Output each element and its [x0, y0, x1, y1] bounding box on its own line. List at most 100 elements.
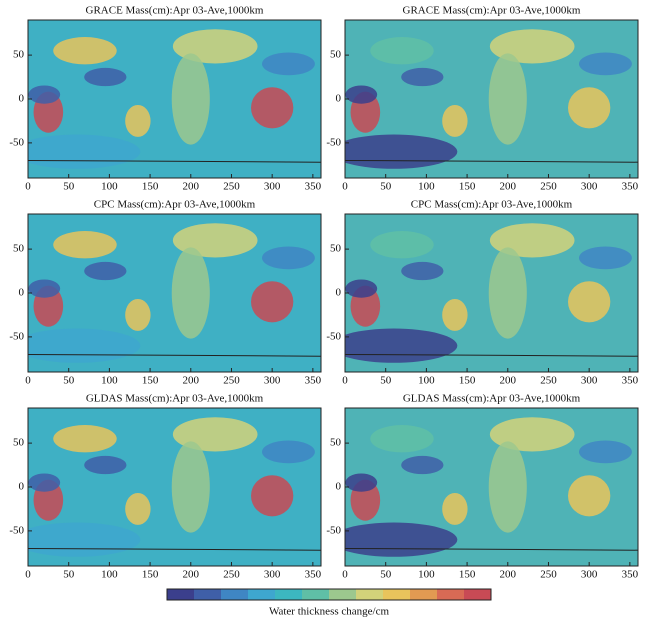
antarctic-coast: [28, 547, 321, 551]
y-tick-label: 50: [13, 243, 25, 255]
y-tick-label: 50: [13, 437, 25, 449]
antarctic-coast: [345, 547, 638, 551]
map-panel: GLDAS Mass(cm):Apr 03-Ave,1000km 0 50 100 15…: [326, 393, 638, 581]
antarctic-coast: [345, 353, 638, 357]
anomaly: [171, 247, 210, 339]
anomaly: [488, 53, 527, 145]
x-tick-label: 50: [380, 375, 392, 387]
colorbar-swatch: [221, 589, 249, 600]
x-tick-label: 150: [459, 375, 476, 387]
x-tick-label: 250: [540, 569, 557, 581]
y-tick-label: -50: [326, 136, 341, 148]
anomaly: [84, 261, 127, 281]
x-tick-label: 350: [622, 375, 639, 387]
y-tick-label: 0: [336, 481, 342, 493]
anomaly: [568, 281, 611, 323]
anomaly: [125, 298, 151, 331]
map-field: [28, 214, 321, 372]
anomaly: [53, 37, 117, 65]
panel-title: GLDAS Mass(cm):Apr 03-Ave,1000km: [86, 393, 264, 405]
x-tick-label: 250: [540, 375, 557, 387]
anomaly: [345, 473, 378, 492]
x-tick-label: 300: [264, 569, 281, 581]
panel-title: CPC Mass(cm):Apr 03-Ave,1000km: [94, 199, 256, 211]
y-tick-label: 50: [330, 437, 342, 449]
anomaly: [345, 328, 458, 363]
x-tick-label: 0: [25, 375, 31, 387]
x-tick-label: 200: [183, 181, 200, 193]
y-tick-label: -50: [326, 524, 341, 536]
x-tick-label: 250: [223, 569, 240, 581]
anomaly: [28, 85, 61, 104]
colorbar-swatch: [329, 589, 357, 600]
anomaly: [345, 279, 378, 298]
y-tick-label: -50: [9, 524, 24, 536]
anomaly: [28, 279, 61, 298]
anomaly: [171, 53, 210, 145]
x-tick-label: 200: [183, 375, 200, 387]
map-field: [345, 214, 638, 372]
anomaly: [442, 104, 468, 137]
x-tick-label: 300: [264, 375, 281, 387]
x-tick-label: 0: [342, 181, 348, 193]
x-tick-label: 350: [305, 181, 322, 193]
x-tick-label: 0: [342, 375, 348, 387]
anomaly: [28, 134, 141, 169]
anomaly: [401, 261, 444, 281]
y-tick-label: 0: [336, 93, 342, 105]
y-tick-label: -50: [9, 330, 24, 342]
y-tick-label: 50: [330, 243, 342, 255]
antarctic-coast: [28, 159, 321, 163]
anomaly: [28, 522, 141, 557]
panel-title: GRACE Mass(cm):Apr 03-Ave,1000km: [86, 5, 264, 17]
anomaly: [84, 455, 127, 475]
antarctic-coast: [345, 159, 638, 163]
panel-title: CPC Mass(cm):Apr 03-Ave,1000km: [411, 199, 573, 211]
colorbar-swatch: [383, 589, 411, 600]
panel-title: GRACE Mass(cm):Apr 03-Ave,1000km: [403, 5, 581, 17]
x-tick-label: 250: [223, 375, 240, 387]
x-tick-label: 300: [581, 569, 598, 581]
anomaly: [171, 441, 210, 533]
x-tick-label: 100: [418, 181, 435, 193]
anomaly: [401, 455, 444, 475]
anomaly: [442, 492, 468, 525]
x-tick-label: 50: [380, 181, 392, 193]
anomaly: [401, 67, 444, 87]
colorbar-swatch: [410, 589, 438, 600]
y-tick-label: 0: [19, 481, 25, 493]
y-tick-label: 0: [19, 93, 25, 105]
x-tick-label: 150: [142, 569, 159, 581]
colorbar-swatch: [275, 589, 303, 600]
colorbar-swatch: [437, 589, 465, 600]
anomaly: [125, 104, 151, 137]
y-tick-label: 50: [330, 49, 342, 61]
anomaly: [84, 67, 127, 87]
x-tick-label: 0: [25, 569, 31, 581]
colorbar-swatch: [167, 589, 195, 600]
y-tick-label: 50: [13, 49, 25, 61]
map-field: [28, 408, 321, 566]
anomaly: [568, 475, 611, 517]
map-field: [345, 20, 638, 178]
x-tick-label: 300: [581, 181, 598, 193]
anomaly: [261, 52, 315, 76]
x-tick-label: 150: [459, 569, 476, 581]
x-tick-label: 0: [25, 181, 31, 193]
x-tick-label: 200: [500, 375, 517, 387]
anomaly: [568, 87, 611, 129]
x-tick-label: 350: [622, 569, 639, 581]
x-tick-label: 350: [622, 181, 639, 193]
anomaly: [53, 231, 117, 259]
y-tick-label: 0: [19, 287, 25, 299]
anomaly: [345, 134, 458, 169]
colorbar-swatch: [302, 589, 330, 600]
x-tick-label: 50: [63, 181, 75, 193]
x-tick-label: 200: [183, 569, 200, 581]
map-field: [28, 20, 321, 178]
colorbar-swatch: [356, 589, 384, 600]
map-panel: CPC Mass(cm):Apr 03-Ave,1000km 0 50 100 150 2…: [9, 199, 321, 387]
x-tick-label: 300: [264, 181, 281, 193]
x-tick-label: 250: [223, 181, 240, 193]
x-tick-label: 150: [142, 181, 159, 193]
